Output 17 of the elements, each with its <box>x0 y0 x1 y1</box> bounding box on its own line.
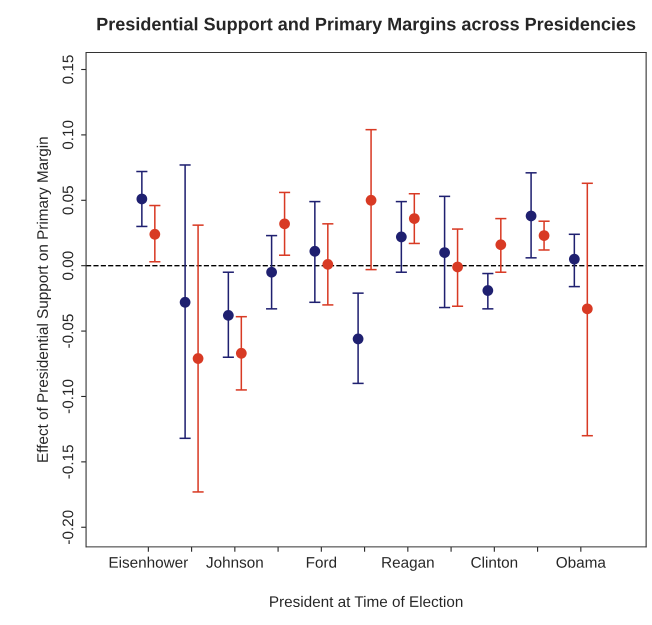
y-tick-label: 0.05 <box>62 186 74 215</box>
x-tick-label: Obama <box>556 556 606 568</box>
x-tick-label: Eisenhower <box>110 556 188 568</box>
y-tick-label: -0.20 <box>62 510 74 544</box>
y-axis-title: Effect of Presidential Support on Primary Margin <box>36 137 51 462</box>
chart-title: Presidential Support and Primary Margins across Presidencies <box>97 17 636 34</box>
x-tick-label: Reagan <box>382 557 434 571</box>
y-tick-label: -0.15 <box>62 445 74 479</box>
y-tick-label: 0.10 <box>62 120 74 150</box>
y-tick-label: 0.00 <box>62 251 74 280</box>
x-axis-title: President at Time of Election <box>270 596 462 608</box>
x-tick-label: Clinton <box>471 556 518 568</box>
y-tick-label: 0.15 <box>62 55 74 84</box>
y-tick-label: -0.10 <box>62 380 74 414</box>
y-tick-label: -0.05 <box>62 314 74 348</box>
x-tick-label: Ford <box>306 556 336 568</box>
x-tick-label: Johnson <box>206 556 263 568</box>
